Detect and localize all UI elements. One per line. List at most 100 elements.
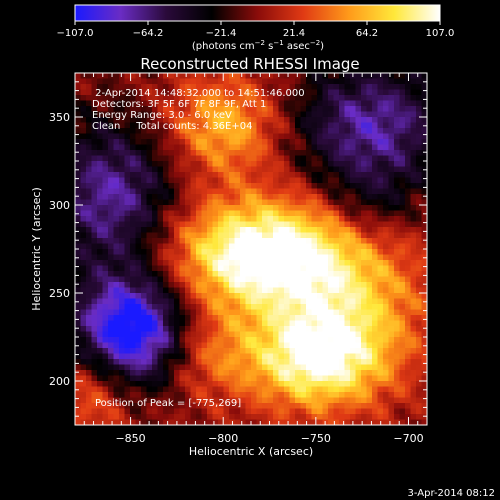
heatmap-cell [421, 282, 427, 288]
heatmap-cell [256, 122, 263, 129]
heatmap-cell [295, 188, 301, 195]
heatmap-cell [135, 100, 142, 107]
heatmap-cell [113, 414, 120, 420]
heatmap-cell [207, 205, 213, 211]
heatmap-cell [91, 419, 98, 425]
heatmap-cell [240, 166, 246, 173]
heatmap-cell [262, 155, 268, 162]
heatmap-cell [399, 194, 406, 200]
heatmap-cell [421, 304, 427, 310]
heatmap-cell [218, 243, 224, 250]
heatmap-cell [410, 133, 417, 140]
heatmap-cell [328, 359, 334, 365]
heatmap-cell [108, 348, 114, 354]
heatmap-cell [218, 172, 224, 178]
heatmap-cell [185, 298, 191, 305]
heatmap-cell [113, 89, 120, 96]
heatmap-cell [207, 78, 213, 85]
heatmap-cell [284, 293, 290, 299]
heatmap-cell [75, 144, 81, 151]
heatmap-cell [383, 293, 389, 299]
heatmap-cell [163, 375, 169, 382]
heatmap-cell [355, 386, 362, 393]
heatmap-cell [322, 326, 329, 332]
heatmap-cell [317, 221, 323, 228]
heatmap-cell [240, 260, 246, 266]
heatmap-cell [119, 238, 125, 244]
heatmap-cell [163, 199, 169, 206]
x-axis: −850 −800 −750 −700 [83, 73, 424, 445]
heatmap-cell [91, 331, 98, 338]
heatmap-cell [196, 95, 202, 101]
heatmap-cell [146, 161, 153, 167]
heatmap-cell [394, 139, 400, 145]
heatmap-cell [383, 177, 389, 184]
heatmap-cell [399, 282, 406, 288]
heatmap-cell [262, 381, 268, 387]
heatmap-cell [80, 216, 87, 222]
heatmap-cell [190, 276, 197, 283]
heatmap-cell [311, 232, 318, 239]
heatmap-cell [289, 403, 296, 409]
heatmap-cell [416, 84, 422, 90]
heatmap-cell [229, 161, 235, 167]
heatmap-cell [388, 122, 395, 129]
heatmap-cell [80, 282, 87, 288]
heatmap-cell [245, 177, 252, 184]
heatmap-cell [218, 144, 224, 151]
heatmap-cell [383, 133, 389, 140]
heatmap-cell [388, 386, 395, 393]
heatmap-cell [168, 89, 175, 96]
heatmap-cell [163, 287, 169, 294]
heatmap-cell [399, 210, 406, 217]
heatmap-cell [350, 271, 356, 277]
heatmap-cell [86, 397, 92, 404]
heatmap-cell [163, 386, 169, 393]
heatmap-cell [322, 166, 329, 173]
heatmap-cell [168, 249, 175, 255]
heatmap-cell [75, 243, 81, 250]
heatmap-cell [207, 73, 213, 79]
heatmap-cell [130, 227, 136, 233]
heatmap-cell [350, 392, 356, 398]
heatmap-cell [410, 139, 417, 145]
heatmap-cell [234, 260, 241, 266]
heatmap-cell [124, 199, 131, 206]
heatmap-cell [152, 111, 158, 118]
heatmap-cell [245, 188, 252, 195]
heatmap-cell [234, 150, 241, 156]
heatmap-cell [361, 232, 367, 239]
heatmap-cell [295, 84, 301, 90]
heatmap-cell [377, 205, 384, 211]
heatmap-cell [306, 183, 312, 189]
heatmap-cell [377, 381, 384, 387]
heatmap-cell [339, 386, 345, 393]
heatmap-cell [163, 342, 169, 349]
heatmap-cell [355, 199, 362, 206]
heatmap-cell [201, 199, 208, 206]
heatmap-cell [168, 375, 175, 382]
heatmap-cell [372, 133, 378, 140]
heatmap-cell [300, 194, 307, 200]
heatmap-cell [190, 177, 197, 184]
heatmap-cell [86, 408, 92, 415]
heatmap-cell [113, 106, 120, 112]
heatmap-cell [146, 139, 153, 145]
heatmap-cell [141, 287, 147, 294]
heatmap-cell [190, 265, 197, 272]
heatmap-cell [262, 348, 268, 354]
heatmap-cell [130, 73, 136, 79]
heatmap-cell [234, 326, 241, 332]
heatmap-cell [229, 210, 235, 217]
heatmap-cell [80, 320, 87, 327]
heatmap-cell [339, 188, 345, 195]
heatmap-cell [300, 260, 307, 266]
heatmap-cell [311, 210, 318, 217]
heatmap-cell [245, 166, 252, 173]
heatmap-cell [86, 287, 92, 294]
heatmap-cell [355, 133, 362, 140]
heatmap-cell [240, 370, 246, 376]
heatmap-cell [86, 348, 92, 354]
heatmap-cell [251, 353, 257, 360]
heatmap-cell [350, 232, 356, 239]
